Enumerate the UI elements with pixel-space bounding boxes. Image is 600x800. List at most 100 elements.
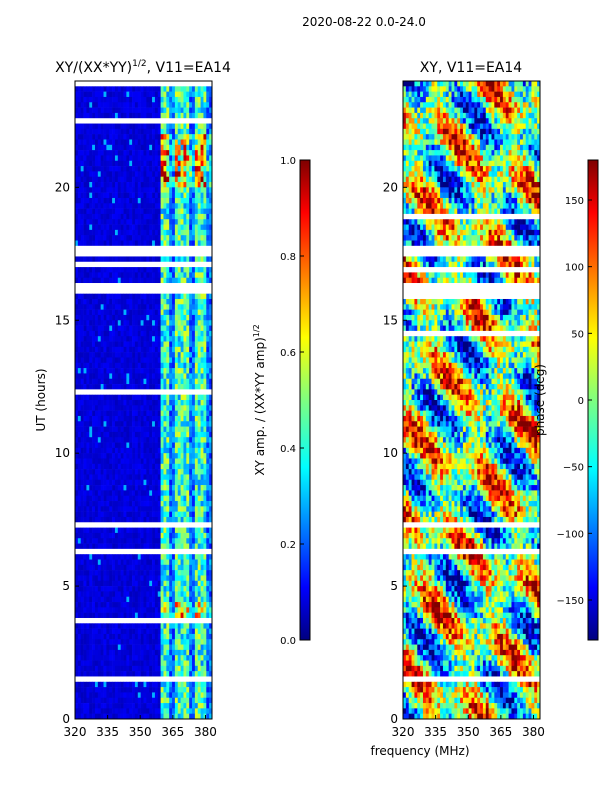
panel1-heatmap-cell bbox=[123, 362, 127, 369]
panel1-heatmap-cell bbox=[197, 267, 201, 273]
panel1-heatmap-cell bbox=[140, 485, 144, 491]
panel1-heatmap-cell bbox=[75, 405, 79, 411]
panel1-heatmap-cell bbox=[129, 123, 133, 130]
panel1-heatmap-cell bbox=[123, 591, 127, 598]
panel1-heatmap-cell bbox=[114, 591, 119, 598]
panel1-heatmap-cell bbox=[186, 203, 190, 209]
panel1-heatmap-cell bbox=[154, 219, 159, 225]
panel1-heatmap-cell bbox=[192, 134, 196, 140]
panel1-heatmap-cell bbox=[174, 649, 179, 656]
panel1-heatmap-cell bbox=[112, 447, 116, 454]
panel1-heatmap-cell bbox=[137, 575, 141, 582]
panel1-heatmap-cell bbox=[109, 235, 113, 241]
panel1-heatmap-cell bbox=[89, 681, 93, 688]
panel1-heatmap-cell bbox=[80, 309, 84, 316]
panel1-heatmap-cell bbox=[80, 203, 84, 209]
panel1-heatmap-cell bbox=[200, 596, 204, 603]
panel1-heatmap-cell bbox=[92, 346, 96, 353]
panel1-heatmap-cell bbox=[97, 96, 101, 103]
panel1-heatmap-cell bbox=[169, 378, 173, 385]
panel1-heatmap-cell bbox=[103, 102, 107, 108]
panel1-heatmap-cell bbox=[100, 649, 104, 656]
panel1-heatmap-cell bbox=[86, 431, 90, 438]
panel1-heatmap-cell bbox=[75, 187, 79, 193]
panel1-heatmap-cell bbox=[92, 490, 96, 496]
panel1-heatmap-cell bbox=[203, 665, 207, 672]
panel1-heatmap-cell bbox=[183, 336, 187, 342]
panel1-heatmap-cell bbox=[194, 538, 199, 544]
panel1-heatmap-cell bbox=[97, 293, 101, 300]
panel1-heatmap-cell bbox=[103, 330, 107, 337]
panel1-heatmap-cell bbox=[189, 123, 193, 130]
panel1-heatmap-cell bbox=[97, 368, 101, 374]
panel1-heatmap-cell bbox=[129, 479, 133, 486]
panel1-heatmap-cell bbox=[209, 501, 212, 507]
panel1-heatmap-cell bbox=[86, 155, 90, 162]
panel1-heatmap-cell bbox=[203, 655, 207, 661]
panel1-heatmap-cell bbox=[126, 660, 130, 667]
panel1-heatmap-cell bbox=[103, 447, 107, 454]
panel1-heatmap-cell bbox=[126, 495, 130, 502]
panel1-heatmap-cell bbox=[137, 660, 141, 667]
panel1-heatmap-cell bbox=[117, 336, 121, 342]
panel1-heatmap-cell bbox=[94, 304, 99, 310]
panel1-heatmap-cell bbox=[194, 256, 199, 263]
panel1-heatmap-cell bbox=[200, 442, 204, 449]
panel1-heatmap-cell bbox=[132, 298, 136, 305]
panel1-heatmap-cell bbox=[106, 628, 110, 635]
panel1-heatmap-cell bbox=[200, 102, 204, 108]
panel1-heatmap-cell bbox=[80, 192, 84, 199]
panel1-heatmap-cell bbox=[146, 219, 150, 225]
panel1-heatmap-cell bbox=[94, 102, 99, 108]
panel1-heatmap-cell bbox=[206, 224, 210, 231]
panel1-heatmap-cell bbox=[154, 649, 159, 656]
panel1-heatmap-cell bbox=[117, 150, 121, 156]
panel1-heatmap-cell bbox=[203, 628, 207, 635]
panel1-heatmap-cell bbox=[83, 357, 87, 364]
panel1-heatmap-cell bbox=[100, 559, 104, 566]
panel1-heatmap-cell bbox=[146, 235, 150, 241]
panel1-heatmap-cell bbox=[149, 575, 153, 582]
panel1-heatmap-cell bbox=[174, 123, 179, 130]
panel1-heatmap-cell bbox=[94, 352, 99, 358]
panel1-heatmap-cell bbox=[83, 400, 87, 406]
panel1-heatmap-cell bbox=[100, 330, 104, 337]
panel1-heatmap-cell bbox=[146, 176, 150, 183]
panel1-heatmap-cell bbox=[169, 692, 173, 699]
panel1-heatmap-cell bbox=[94, 437, 99, 443]
panel1-heatmap-cell bbox=[123, 623, 127, 629]
panel1-heatmap-cell bbox=[154, 182, 159, 188]
panel1-heatmap-cell bbox=[114, 229, 119, 236]
panel1-heatmap-cell bbox=[77, 208, 82, 215]
panel1-heatmap-cell bbox=[77, 655, 82, 661]
panel1-heatmap-cell bbox=[120, 166, 124, 172]
panel1-heatmap-cell bbox=[206, 463, 210, 470]
panel1-heatmap-cell bbox=[160, 352, 164, 358]
panel1-heatmap-cell bbox=[77, 490, 82, 496]
panel1-heatmap-cell bbox=[166, 469, 170, 475]
panel1-heatmap-cell bbox=[189, 378, 193, 385]
panel1-heatmap-cell bbox=[163, 543, 167, 550]
panel1-heatmap-cell bbox=[160, 469, 164, 475]
panel1-heatmap-cell bbox=[112, 516, 116, 523]
panel1-heatmap-cell bbox=[94, 213, 99, 220]
panel1-heatmap-cell bbox=[209, 623, 212, 629]
panel1-heatmap-cell bbox=[174, 421, 179, 427]
panel1-heatmap-cell bbox=[134, 123, 139, 130]
panel1-heatmap-cell bbox=[154, 665, 159, 672]
panel1-heatmap-cell bbox=[152, 272, 156, 279]
panel1-heatmap-cell bbox=[129, 240, 133, 247]
panel1-heatmap-cell bbox=[194, 378, 199, 385]
panel1-heatmap-cell bbox=[157, 628, 161, 635]
panel1-heatmap-cell bbox=[183, 309, 187, 316]
panel1-heatmap-cell bbox=[123, 405, 127, 411]
panel1-heatmap-cell bbox=[203, 368, 207, 374]
panel1-heatmap-cell bbox=[132, 144, 136, 151]
panel1-heatmap-cell bbox=[152, 660, 156, 667]
panel1-heatmap-cell bbox=[174, 107, 179, 114]
panel1-heatmap-cell bbox=[163, 485, 167, 491]
panel1-heatmap-cell bbox=[97, 219, 101, 225]
panel1-heatmap-cell bbox=[89, 176, 93, 183]
panel1-heatmap-cell bbox=[189, 447, 193, 454]
panel1-heatmap-cell bbox=[169, 442, 173, 449]
